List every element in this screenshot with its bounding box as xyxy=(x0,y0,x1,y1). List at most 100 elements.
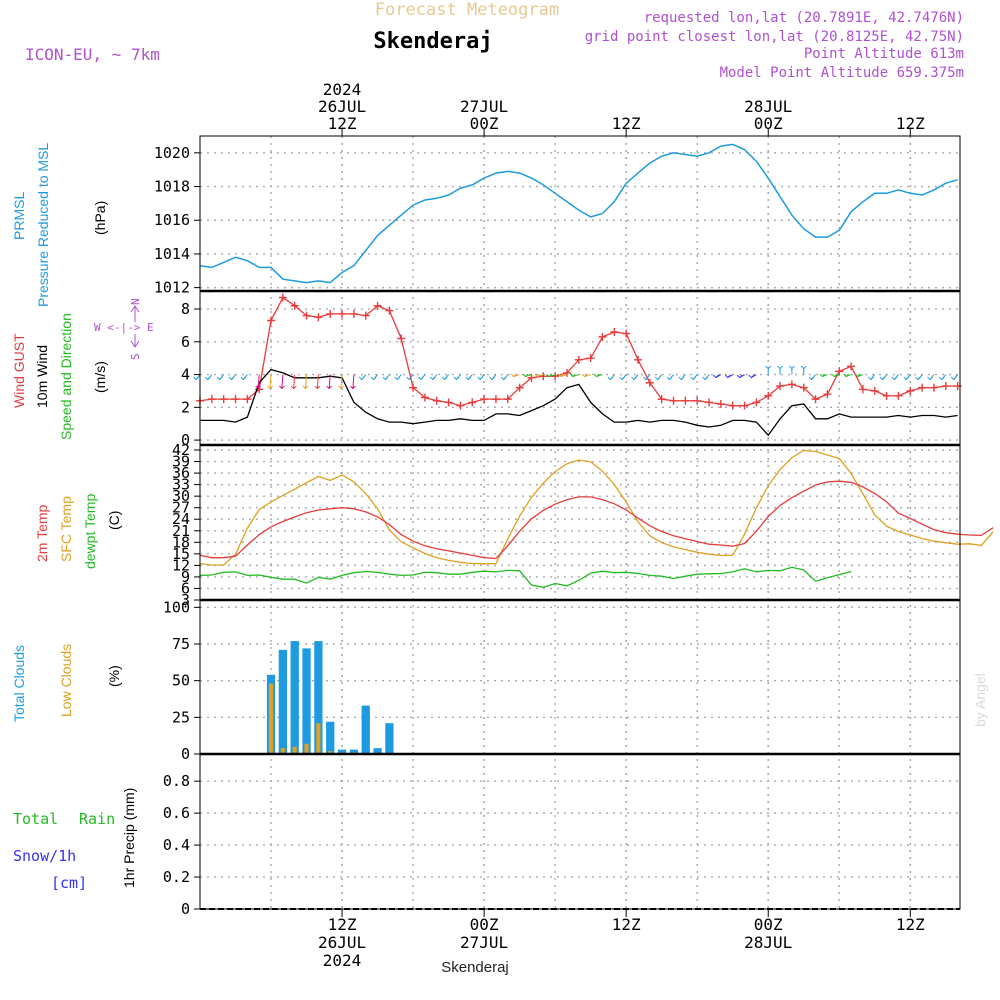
temp-tick-label: 12 xyxy=(172,556,190,574)
wind-dir-arrowhead xyxy=(789,365,795,370)
wind-dir-arrowhead xyxy=(418,376,424,381)
wind-dir-arrowhead xyxy=(453,376,460,381)
gust-marker xyxy=(409,383,418,392)
top-axis-label: 00Z xyxy=(470,114,499,133)
wind-dir-arrowhead xyxy=(879,376,886,381)
wind-dir-arrowhead xyxy=(558,373,564,378)
wind-speed-dir-label: Speed and Direction xyxy=(58,313,74,440)
sfc-temp-label: SFC Temp xyxy=(58,496,74,562)
gust-marker xyxy=(551,372,560,381)
wind-gust-line xyxy=(199,296,958,407)
wind-dir-arrowhead xyxy=(522,373,529,378)
wind-dir-arrowhead xyxy=(950,376,957,381)
gust-marker xyxy=(634,355,643,364)
wind-dir-arrowhead xyxy=(642,376,649,381)
temp-tick-label: 9 xyxy=(181,568,190,586)
pressure-tick-label: 1018 xyxy=(154,178,190,196)
wind-dir-arrowhead xyxy=(534,373,541,378)
gust-marker xyxy=(941,382,950,391)
gust-marker xyxy=(586,354,595,363)
low-cloud-bar xyxy=(292,746,297,754)
wind-dir-arrowhead xyxy=(765,365,772,370)
wind-tick-label: 6 xyxy=(181,333,190,351)
temp-2m-label: 2m Temp xyxy=(34,504,50,562)
wind-dir-arrowhead xyxy=(279,385,285,390)
temp-tick-label: 24 xyxy=(172,510,190,528)
wind-dir-arrowhead xyxy=(713,374,719,379)
wind-10m-label: 10m Wind xyxy=(34,345,50,408)
top-axis-label: 12Z xyxy=(612,114,641,133)
pressure-tick-label: 1014 xyxy=(154,245,190,263)
gust-marker xyxy=(657,395,666,404)
wind-dir-arrowhead xyxy=(302,385,309,390)
low-cloud-bar xyxy=(304,743,309,754)
bottom-axis-label: 12Z xyxy=(612,915,641,934)
top-axis-label: 27JUL xyxy=(460,97,508,116)
wind-dir-arrowhead xyxy=(631,376,637,381)
wind-dir-arrowhead xyxy=(581,373,588,378)
cloud-tick-label: 100 xyxy=(163,598,190,616)
cloud-panel-frame xyxy=(199,599,961,755)
temp-tick-label: 3 xyxy=(181,591,190,609)
gust-marker xyxy=(385,306,394,315)
wind-dir-arrowhead xyxy=(607,376,614,381)
wind-dir-arrowhead xyxy=(500,376,507,381)
temp-tick-label: 21 xyxy=(172,522,190,540)
temp-tick-label: 6 xyxy=(181,579,190,597)
chart-series xyxy=(193,143,994,755)
bottom-axis-label: 27JUL xyxy=(460,933,508,952)
precip-unit: 1hr Precip (mm) xyxy=(121,788,137,888)
wind-dir-arrowhead xyxy=(465,376,472,381)
wind-tick-label: 4 xyxy=(181,366,190,384)
gust-marker xyxy=(894,391,903,400)
gust-marker xyxy=(491,395,500,404)
bottom-axis-label: 28JUL xyxy=(744,933,792,952)
gust-marker xyxy=(397,334,406,343)
wind-dir-arrowhead xyxy=(619,376,626,381)
model-altitude: Model Point Altitude 659.375m xyxy=(720,65,964,81)
gust-marker xyxy=(243,395,252,404)
wind-tick-label: 0 xyxy=(181,431,190,449)
gust-marker xyxy=(373,301,382,310)
gust-marker xyxy=(420,393,429,402)
dewpt-temp-line xyxy=(199,566,852,588)
temp-tick-label: 15 xyxy=(172,545,190,563)
temp-tick-label: 18 xyxy=(172,533,190,551)
top-axis-label: 26JUL xyxy=(318,97,366,116)
gust-marker xyxy=(361,311,370,320)
top-axis-label: 00Z xyxy=(754,114,783,133)
gust-marker xyxy=(669,396,678,405)
wind-dir-arrowhead xyxy=(843,373,849,378)
low-cloud-bar xyxy=(316,723,321,754)
bottom-time-axis: 12Z26JUL202400Z27JUL12Z00Z28JUL12Z00Z29J… xyxy=(318,915,925,970)
cloud-unit: (%) xyxy=(106,665,122,687)
wind-dir-arrowhead xyxy=(808,376,815,381)
gust-marker xyxy=(290,301,299,310)
gust-marker xyxy=(882,391,891,400)
total-cloud-bar xyxy=(326,721,335,754)
top-axis-label: 2024 xyxy=(323,80,362,99)
gust-marker xyxy=(349,309,358,318)
wind-dir-arrowhead xyxy=(240,376,247,381)
gust-marker xyxy=(776,382,785,391)
wind-dir-arrowhead xyxy=(358,376,365,381)
gust-marker xyxy=(219,395,228,404)
pressure-tick-label: 1012 xyxy=(154,279,190,297)
wind-dir-arrow xyxy=(293,374,296,389)
gust-marker xyxy=(302,311,311,320)
gust-marker xyxy=(752,398,761,407)
watermark: by Angel xyxy=(972,673,988,727)
wind-dir-arrowhead xyxy=(915,376,921,381)
wind-dir-arrowhead xyxy=(831,373,838,378)
wind-dir-arrowhead xyxy=(216,376,223,381)
sfc-temp-line xyxy=(199,449,994,566)
precip-tick-label: 0 xyxy=(181,900,190,918)
wind-dir-arrowhead xyxy=(702,376,708,381)
total-cloud-bar xyxy=(290,641,299,754)
precip-tick-label: 0.8 xyxy=(163,772,190,790)
snow-label: Snow/1h xyxy=(13,847,76,865)
gust-marker xyxy=(823,390,832,399)
bottom-axis-label: 26JUL xyxy=(318,933,366,952)
location-title: Skenderaj xyxy=(373,29,492,54)
